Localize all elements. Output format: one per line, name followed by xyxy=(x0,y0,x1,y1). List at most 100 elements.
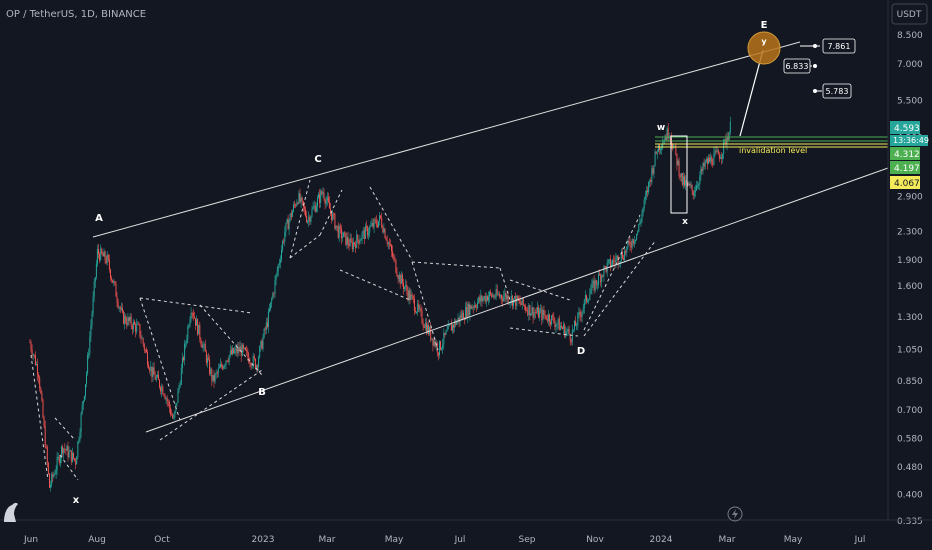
candle xyxy=(709,154,711,163)
time-tick: Jul xyxy=(854,535,866,545)
candle xyxy=(474,303,476,309)
level-tag-0-text: 4.312 xyxy=(894,150,920,160)
candle xyxy=(166,395,168,407)
candle xyxy=(392,245,394,259)
time-scale[interactable]: Jun Aug Oct 2023 Mar May Jul Sep Nov 2024 Mar May Ju… xyxy=(0,519,932,545)
candle xyxy=(312,201,314,210)
price-tick: 2.300 xyxy=(897,228,923,238)
candle xyxy=(153,362,155,375)
candle xyxy=(222,364,224,371)
candle xyxy=(309,214,311,226)
candle xyxy=(214,372,216,384)
candle xyxy=(281,245,282,263)
candle xyxy=(406,280,408,296)
candle xyxy=(141,335,143,340)
candle xyxy=(515,292,517,310)
price-scale[interactable]: USDT 8.5007.0005.5004.3002.9002.3001.900… xyxy=(887,0,932,527)
candle xyxy=(395,259,397,274)
candle xyxy=(455,318,457,327)
candle xyxy=(233,347,235,354)
candle xyxy=(700,165,702,181)
candle xyxy=(80,411,82,438)
candle xyxy=(574,319,575,332)
candle xyxy=(617,254,619,270)
candle xyxy=(547,310,549,326)
candle xyxy=(108,254,110,273)
candle xyxy=(119,305,121,313)
candle xyxy=(706,156,708,170)
candle xyxy=(350,234,352,244)
candle xyxy=(445,329,447,336)
candle xyxy=(420,304,422,317)
candle xyxy=(397,275,399,284)
countdown-tag xyxy=(890,135,928,146)
candle xyxy=(358,239,360,249)
candle xyxy=(525,303,526,313)
candle xyxy=(276,266,278,278)
candle xyxy=(457,313,459,324)
candle xyxy=(139,323,141,339)
candle xyxy=(41,390,43,402)
candle xyxy=(106,251,108,266)
candle xyxy=(210,367,212,377)
candle xyxy=(174,410,176,421)
candle xyxy=(470,304,472,309)
candle xyxy=(520,301,522,305)
candle xyxy=(38,372,40,384)
candle xyxy=(491,293,493,299)
candle xyxy=(332,209,334,222)
candle xyxy=(327,192,329,204)
wave-label-E: E xyxy=(761,20,768,31)
candle xyxy=(559,322,561,331)
candle xyxy=(359,235,361,245)
candle xyxy=(88,348,90,360)
time-tick: 2023 xyxy=(252,535,275,545)
candle xyxy=(654,149,656,167)
candle xyxy=(666,126,668,143)
candle xyxy=(318,191,319,199)
candle xyxy=(480,289,482,307)
candle xyxy=(217,363,219,378)
candle xyxy=(185,341,187,349)
dashed-structure xyxy=(30,179,657,481)
candle xyxy=(165,396,167,404)
candle xyxy=(371,218,373,227)
candle xyxy=(288,218,290,236)
candle xyxy=(385,236,387,241)
candle xyxy=(220,358,221,368)
candle xyxy=(496,284,498,297)
candle xyxy=(298,190,300,205)
candle xyxy=(526,307,528,312)
candle xyxy=(572,329,574,333)
candle xyxy=(42,398,44,419)
candle xyxy=(516,294,518,310)
lightning-icon[interactable] xyxy=(727,506,743,522)
candle xyxy=(594,278,596,293)
candle xyxy=(361,231,363,245)
candle xyxy=(710,152,712,165)
candle xyxy=(697,180,699,189)
candle xyxy=(552,313,554,321)
candle xyxy=(349,232,351,247)
candle xyxy=(576,322,578,331)
candle xyxy=(70,450,72,466)
countdown-text: 13:36:49 xyxy=(893,136,929,145)
candle xyxy=(660,147,662,154)
candle xyxy=(44,420,46,449)
candle xyxy=(37,358,38,381)
candle xyxy=(122,303,123,314)
candle xyxy=(328,195,330,209)
candle xyxy=(588,298,590,305)
candle xyxy=(568,325,570,335)
candle xyxy=(679,173,681,182)
candle xyxy=(66,444,68,451)
currency-badge[interactable] xyxy=(891,3,928,25)
current-price-tag xyxy=(890,121,920,134)
candle xyxy=(650,177,652,187)
candle xyxy=(343,232,345,238)
candle xyxy=(178,382,180,393)
candle xyxy=(168,400,170,413)
candle xyxy=(340,224,342,245)
candle xyxy=(684,173,685,188)
candle xyxy=(431,338,433,341)
